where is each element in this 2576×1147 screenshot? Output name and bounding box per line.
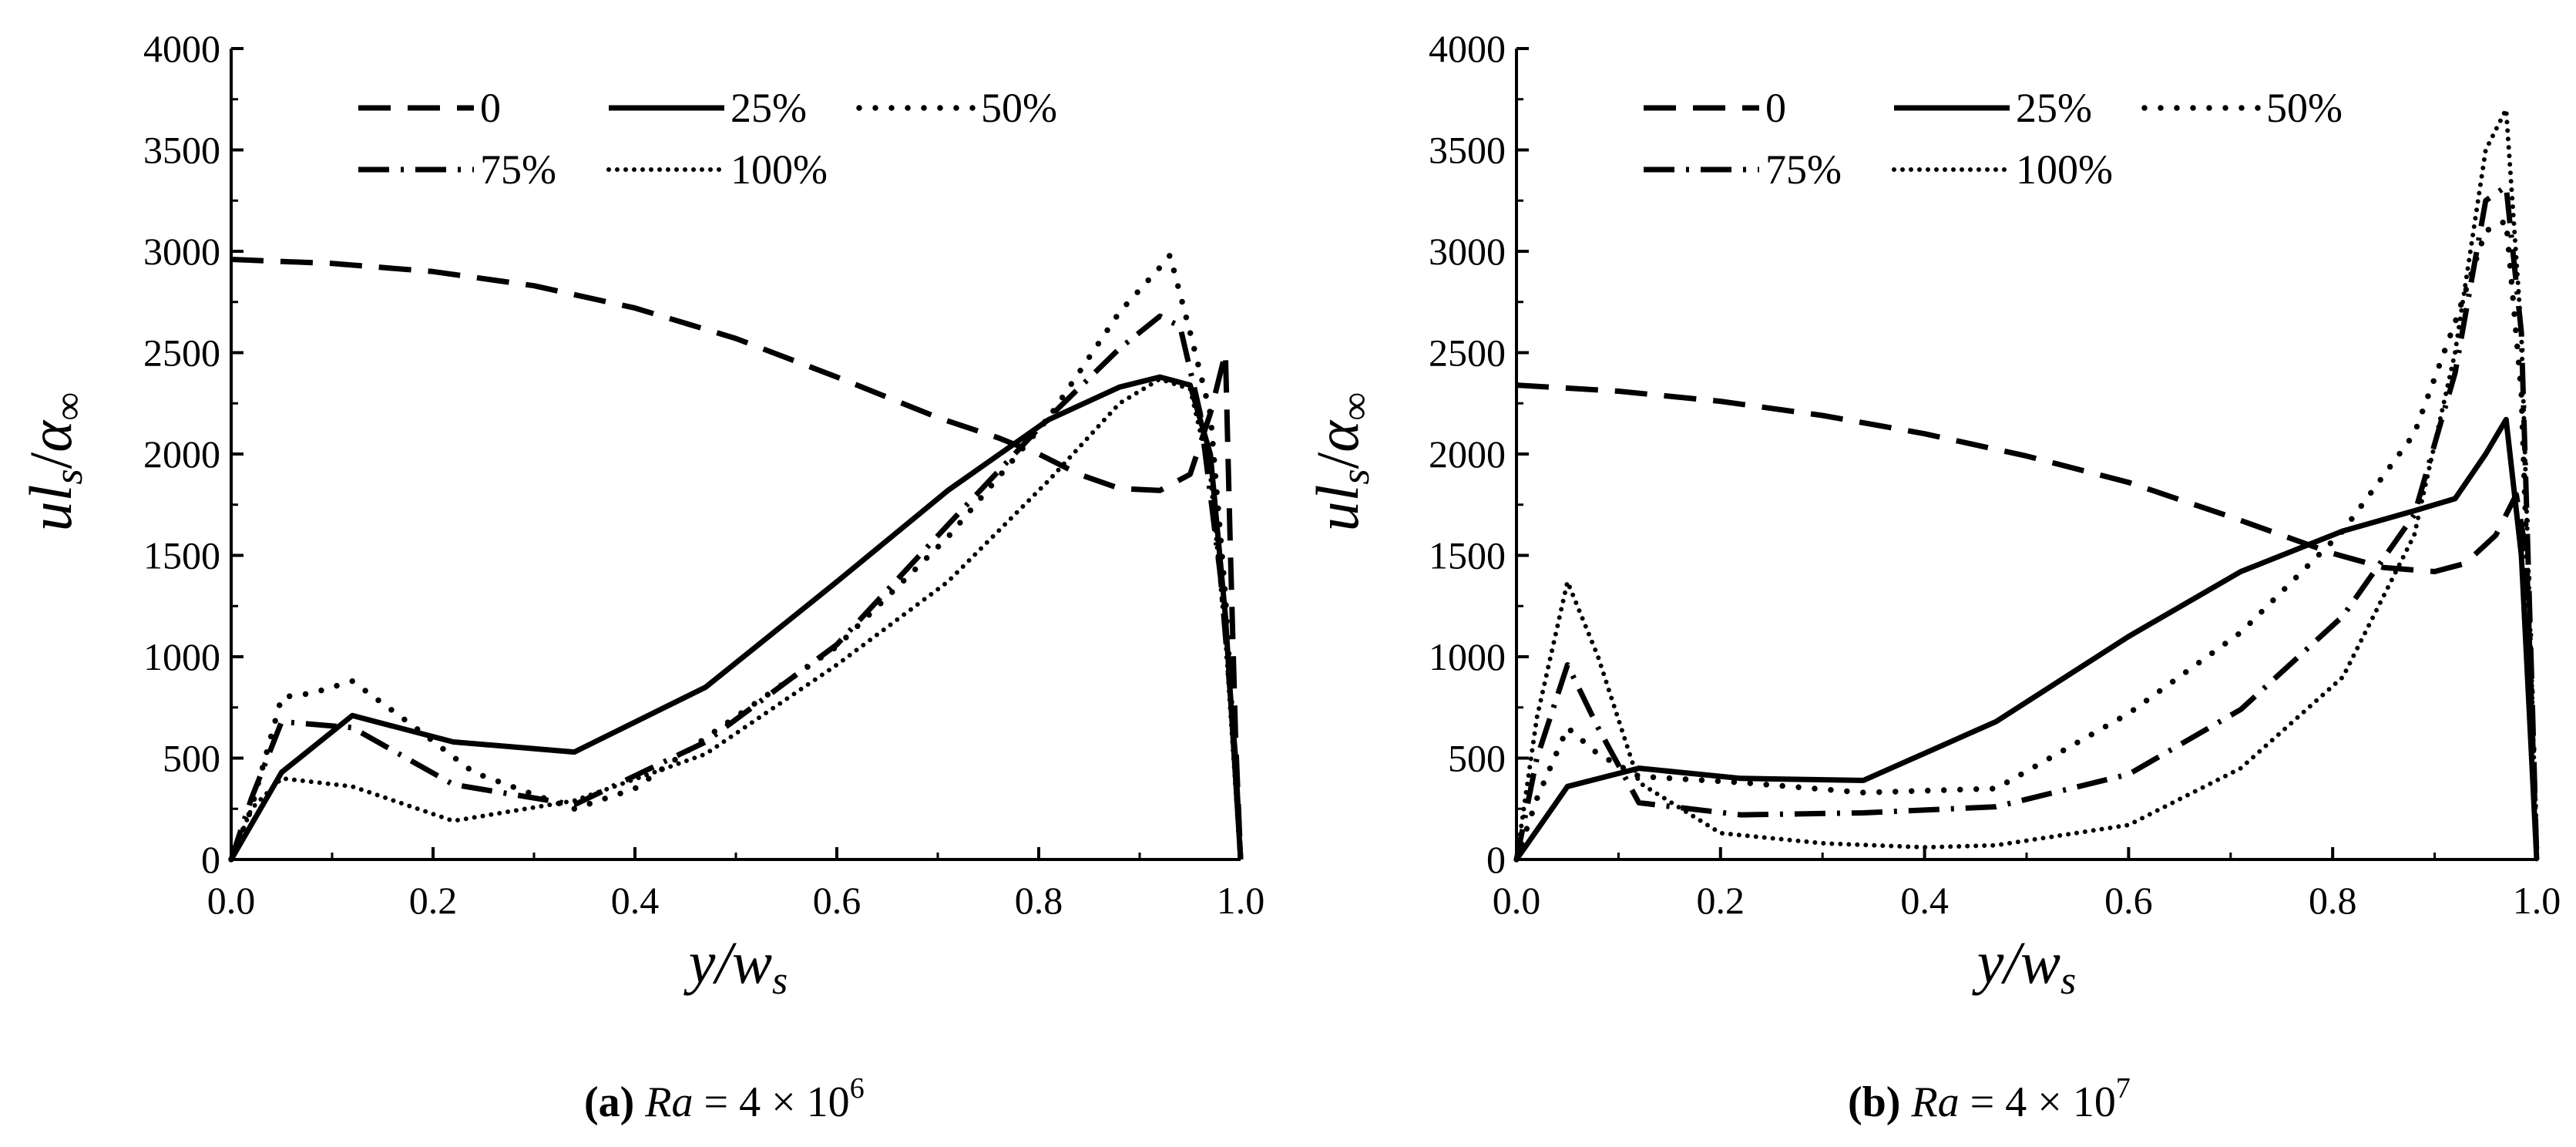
series-line-75pct — [1513, 183, 2540, 860]
y-tick-label: 4000 — [143, 27, 220, 70]
y-axis-title-var: ul — [17, 485, 84, 532]
legend-label: 50% — [981, 85, 1057, 131]
x-axis-title-sub: s — [2060, 959, 2076, 1003]
x-tick-label: 0.8 — [1015, 879, 1063, 922]
caption-letter: (a) — [584, 1078, 634, 1126]
y-tick-label: 3000 — [143, 230, 220, 273]
series-line-25pct — [1514, 416, 2540, 862]
y-axis-title-sub: s — [47, 469, 91, 484]
x-tick-label: 1.0 — [2513, 879, 2561, 922]
y-axis-title: uls/α∞ — [17, 392, 91, 532]
x-tick-label: 0.6 — [2104, 879, 2153, 922]
y-axis-title-sub: ∞ — [47, 392, 91, 421]
caption-text: = 4 × 10 — [694, 1078, 850, 1126]
y-axis-title: uls/α∞ — [1304, 392, 1378, 532]
y-tick-label: 500 — [1448, 737, 1506, 780]
legend-label: 100% — [730, 146, 828, 193]
panel-caption: (a) Ra = 4 × 106 — [584, 1072, 865, 1126]
x-tick-label: 1.0 — [1217, 879, 1265, 922]
y-tick-label: 3000 — [1429, 230, 1506, 273]
legend-label: 0 — [480, 85, 501, 131]
y-tick-label: 4000 — [1429, 27, 1506, 70]
x-axis-title-sub: s — [772, 959, 788, 1003]
series-line-50pct — [1513, 217, 2540, 863]
x-tick-label: 0.0 — [1493, 879, 1541, 922]
y-tick-label: 3500 — [143, 129, 220, 172]
y-axis-title-sub: s — [1334, 469, 1378, 484]
caption-text: = 4 × 10 — [1960, 1078, 2116, 1126]
y-tick-label: 2000 — [143, 432, 220, 476]
series-line-0 — [1516, 382, 2540, 860]
legend-label: 25% — [2016, 85, 2092, 131]
y-tick-label: 1500 — [143, 534, 220, 577]
x-axis-title: y/ws — [1972, 929, 2077, 1003]
x-tick-label: 0.0 — [207, 879, 256, 922]
x-tick-label: 0.2 — [409, 879, 458, 922]
y-axis-title-var: α — [17, 419, 84, 452]
legend-label: 50% — [2266, 85, 2343, 131]
panel-b: 0 500 1000 1500 2000 2500 3000 3500 4000 0.0 0.2 0.… — [1304, 27, 2561, 1126]
y-axis-title-sub: ∞ — [1334, 392, 1378, 421]
y-axis-title-slash: / — [1304, 452, 1371, 469]
y-axis-title-var: ul — [1304, 485, 1371, 532]
series-line-0 — [230, 257, 1244, 860]
y-tick-label: 500 — [163, 737, 220, 780]
x-axis-title-var: y/w — [1972, 929, 2060, 996]
caption-variable: Ra — [1910, 1078, 1959, 1126]
panel-a: 0 500 1000 1500 2000 2500 3000 3500 4000 0.0 0.2 0.… — [17, 27, 1264, 1126]
series-line-100pct — [229, 376, 1243, 862]
y-axis-title-slash: / — [17, 452, 84, 469]
y-tick-label: 0 — [1486, 838, 1506, 881]
y-tick-label: 2500 — [1429, 331, 1506, 375]
y-tick-label: 2000 — [1429, 432, 1506, 476]
x-axis-title: y/ws — [683, 929, 788, 1003]
y-tick-label: 3500 — [1429, 129, 1506, 172]
legend-label: 25% — [730, 85, 807, 131]
x-axis-title-var: y/w — [683, 929, 772, 996]
caption-letter: (b) — [1848, 1078, 1900, 1126]
caption-exponent: 6 — [850, 1072, 865, 1105]
legend-label: 100% — [2016, 146, 2113, 193]
y-tick-label: 2500 — [143, 331, 220, 375]
caption-variable: Ra — [644, 1078, 693, 1126]
series-line-50pct — [228, 252, 1244, 863]
y-axis-title-var: α — [1304, 419, 1371, 452]
x-tick-label: 0.8 — [2309, 879, 2357, 922]
legend-label: 75% — [480, 146, 556, 193]
x-tick-label: 0.2 — [1697, 879, 1745, 922]
legend-label: 0 — [1765, 85, 1786, 131]
series-line-25pct — [228, 374, 1244, 861]
x-tick-label: 0.4 — [611, 879, 660, 922]
legend-label: 75% — [1765, 146, 1842, 193]
y-tick-label: 1000 — [1429, 635, 1506, 678]
panel-caption: (b) Ra = 4 × 107 — [1848, 1072, 2131, 1126]
y-tick-label: 1000 — [143, 635, 220, 678]
series-line-100pct — [1514, 106, 2539, 862]
y-tick-label: 1500 — [1429, 534, 1506, 577]
x-tick-label: 0.6 — [813, 879, 861, 922]
caption-exponent: 7 — [2116, 1072, 2131, 1105]
series-line-75pct — [228, 313, 1244, 861]
x-tick-label: 0.4 — [1900, 879, 1949, 922]
y-tick-label: 0 — [201, 838, 220, 881]
